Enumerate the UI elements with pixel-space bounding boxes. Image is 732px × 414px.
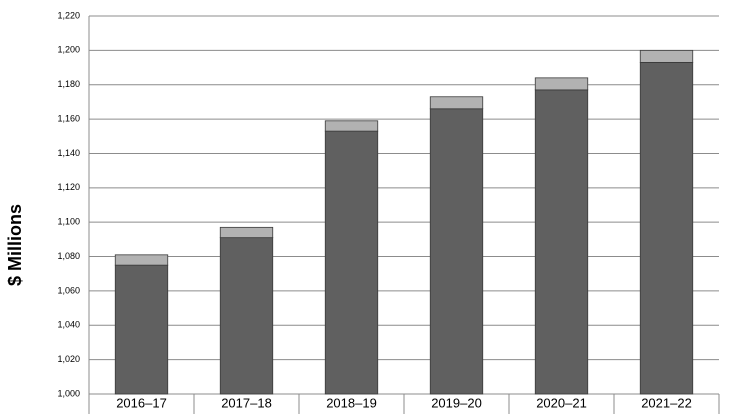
y-tick-label: 1,180 <box>57 79 80 89</box>
bar-segment <box>534 77 589 91</box>
x-tick-label: 2020–21 <box>536 395 587 410</box>
x-tick-label: 2018–19 <box>326 395 377 410</box>
bar-segment <box>219 226 274 239</box>
y-tick-label: 1,200 <box>57 45 80 55</box>
bar-segment <box>429 108 484 395</box>
y-tick-label: 1,060 <box>57 285 80 295</box>
y-tick-label: 1,120 <box>57 182 80 192</box>
bar-segment <box>639 61 694 395</box>
y-tick-label: 1,100 <box>57 217 80 227</box>
x-tick-label: 2016–17 <box>116 395 167 410</box>
bar-segment <box>324 120 379 132</box>
y-tick-label: 1,220 <box>57 10 80 20</box>
y-tick-label: 1,160 <box>57 113 80 123</box>
bar-segment <box>324 130 379 395</box>
y-tick-label: 1,040 <box>57 320 80 330</box>
y-tick-label: 1,080 <box>57 251 80 261</box>
bar-segment <box>534 89 589 395</box>
y-tick-label: 1,020 <box>57 354 80 364</box>
bar-segment <box>429 96 484 110</box>
bar-segment <box>114 264 169 395</box>
bar-segment <box>114 254 169 266</box>
bar-segment <box>219 237 274 395</box>
bar-segment <box>639 49 694 63</box>
y-tick-label: 1,000 <box>57 388 80 398</box>
y-tick-label: 1,140 <box>57 148 80 158</box>
x-tick-label: 2021–22 <box>641 395 692 410</box>
x-tick-label: 2017–18 <box>221 395 272 410</box>
y-axis-label: $ Millions <box>5 204 25 286</box>
x-tick-label: 2019–20 <box>431 395 482 410</box>
